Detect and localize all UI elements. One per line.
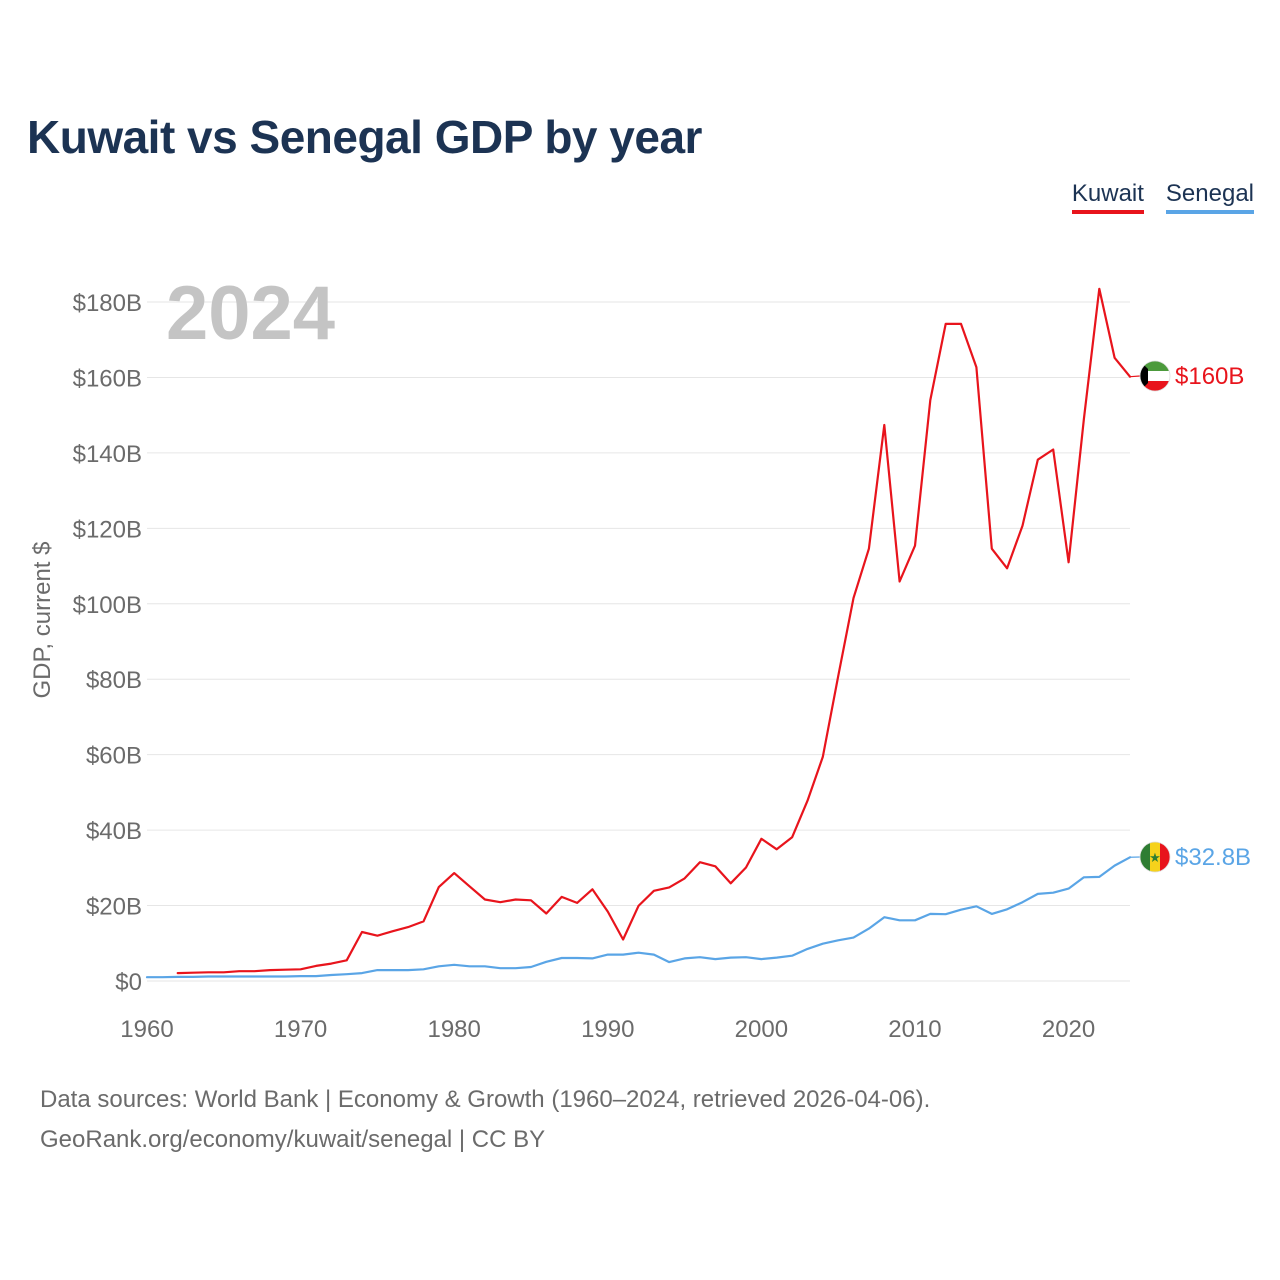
x-tick-label: 1990 (581, 1016, 634, 1043)
legend: Kuwait Senegal (1071, 180, 1254, 214)
legend-item-senegal[interactable]: Senegal (1165, 180, 1254, 214)
y-tick-label: $160B (73, 365, 142, 392)
x-tick-label: 1960 (120, 1016, 173, 1043)
x-tick-label: 1970 (274, 1016, 327, 1043)
end-connector (1129, 375, 1141, 378)
grid-lines (147, 301, 1130, 982)
y-tick-label: $60B (86, 743, 142, 770)
series-line-senegal[interactable] (145, 856, 1132, 979)
y-tick-label: $20B (86, 894, 142, 921)
y-axis: $0 $20B $40B $60B $80B $100B $120B $140B $160B $1… (73, 290, 142, 996)
senegal-flag-icon: ★ (1140, 842, 1170, 872)
end-labels: $160B ★ $32.8B (1129, 360, 1251, 873)
series-group (145, 287, 1132, 979)
y-tick-label: $120B (73, 516, 142, 543)
x-axis: 1960 1970 1980 1990 2000 2010 2020 (120, 1016, 1095, 1043)
footer: Data sources: World Bank | Economy & Gro… (40, 1080, 930, 1160)
end-value-label-senegal: $32.8B (1175, 844, 1251, 871)
x-tick-label: 2010 (888, 1016, 941, 1043)
y-tick-label: $0 (115, 969, 142, 996)
year-watermark: 2024 (166, 271, 335, 356)
source-link[interactable]: GeoRank.org/economy/kuwait/senegal | CC … (40, 1126, 546, 1153)
y-tick-label: $40B (86, 818, 142, 845)
y-tick-label: $100B (73, 592, 142, 619)
y-tick-label: $180B (73, 290, 142, 317)
x-tick-label: 2000 (735, 1016, 788, 1043)
y-axis-label: GDP, current $ (29, 542, 56, 699)
chart-title: Kuwait vs Senegal GDP by year (27, 111, 702, 163)
legend-item-kuwait[interactable]: Kuwait (1071, 180, 1144, 214)
end-value-label-kuwait: $160B (1175, 363, 1244, 390)
y-tick-label: $140B (73, 441, 142, 468)
series-line-kuwait[interactable] (176, 287, 1132, 975)
svg-text:★: ★ (1149, 851, 1161, 866)
x-tick-label: 1980 (427, 1016, 480, 1043)
y-tick-label: $80B (86, 667, 142, 694)
source-note: Data sources: World Bank | Economy & Gro… (40, 1086, 931, 1113)
x-tick-label: 2020 (1042, 1016, 1095, 1043)
